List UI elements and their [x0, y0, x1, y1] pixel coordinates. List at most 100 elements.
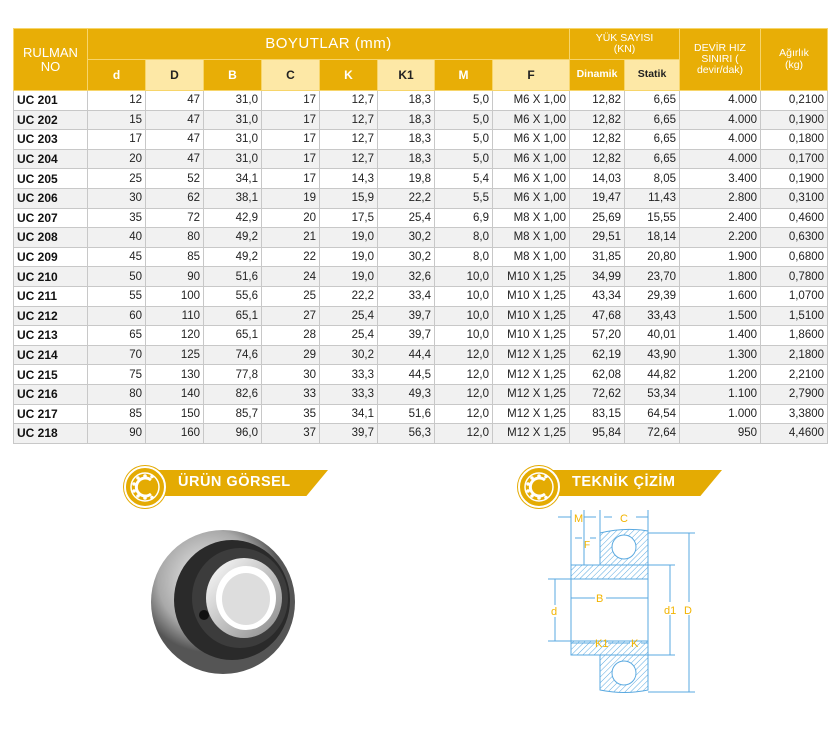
bearing-code: UC 215: [13, 364, 88, 385]
table-cell: 77,8: [203, 364, 262, 385]
table-cell: 20: [87, 148, 146, 170]
bearing-code: UC 207: [13, 207, 88, 229]
table-cell: 31,0: [203, 129, 262, 150]
label-C: C: [620, 513, 628, 525]
bearing-logo-icon: [124, 466, 166, 508]
header-dinamik: Dinamik: [569, 59, 625, 91]
table-cell: 17: [261, 109, 320, 131]
table-cell: 43,34: [569, 285, 625, 307]
label-M: M: [574, 513, 583, 525]
table-cell: 5,0: [434, 129, 493, 150]
table-cell: 6,65: [623, 129, 681, 150]
table-cell: 2.800: [679, 187, 762, 209]
table-cell: 35: [261, 403, 320, 425]
table-cell: 24: [261, 266, 320, 287]
table-cell: 40,01: [623, 325, 681, 346]
table-cell: 6,65: [623, 148, 681, 170]
table-cell: 1.300: [679, 344, 762, 366]
table-cell: 15,9: [319, 187, 378, 209]
table-cell: 51,6: [377, 403, 435, 425]
table-cell: 0,2100: [760, 90, 829, 111]
table-cell: 44,82: [623, 364, 681, 385]
table-cell: 19,47: [569, 187, 625, 209]
table-row: UC 212 60 110 65,1 27 25,4 39,7 10,0 M10 X 1,25 4…: [13, 305, 829, 327]
table-cell: 5,0: [434, 109, 493, 131]
table-cell: 34,1: [203, 168, 262, 189]
table-cell: 33,3: [319, 364, 378, 385]
table-cell: 11,43: [623, 187, 681, 209]
table-cell: 39,7: [319, 423, 378, 444]
section-product-image-title: ÜRÜN GÖRSEL: [178, 474, 291, 490]
table-cell: 29,39: [623, 285, 681, 307]
table-cell: M6 X 1,00: [492, 129, 570, 150]
table-row: UC 202 15 47 31,0 17 12,7 18,3 5,0 M6 X 1,00 12,8…: [13, 109, 829, 131]
table-cell: 53,34: [623, 383, 681, 405]
table-cell: 0,6800: [760, 246, 829, 268]
table-cell: 10,0: [434, 325, 493, 346]
table-cell: 19,0: [319, 227, 378, 248]
table-cell: 80: [145, 227, 204, 248]
table-cell: 12,0: [434, 383, 493, 405]
table-cell: 150: [145, 403, 204, 425]
table-cell: 39,7: [377, 325, 435, 346]
label-F: F: [584, 540, 590, 551]
table-cell: 82,6: [203, 383, 262, 405]
table-cell: 1.000: [679, 403, 762, 425]
table-cell: 18,3: [377, 148, 435, 170]
table-cell: 72,62: [569, 383, 625, 405]
table-cell: 25,4: [319, 305, 378, 327]
table-cell: 25,4: [377, 207, 435, 229]
table-cell: 0,3100: [760, 187, 829, 209]
bearing-code: UC 202: [13, 109, 88, 131]
bearing-code: UC 217: [13, 403, 88, 425]
table-cell: 42,9: [203, 207, 262, 229]
table-cell: 57,20: [569, 325, 625, 346]
table-cell: 29,51: [569, 227, 625, 248]
table-cell: 130: [145, 364, 204, 385]
table-cell: 75: [87, 364, 146, 385]
table-cell: 1.800: [679, 266, 762, 287]
label-d: d: [551, 606, 557, 618]
table-cell: 1.600: [679, 285, 762, 307]
table-cell: 37: [261, 423, 320, 444]
table-cell: 17: [261, 148, 320, 170]
table-cell: 5,0: [434, 148, 493, 170]
table-cell: 12,82: [569, 129, 625, 150]
table-cell: 12: [87, 90, 146, 111]
table-cell: 10,0: [434, 266, 493, 287]
table-cell: 0,7800: [760, 266, 829, 287]
table-cell: 110: [145, 305, 204, 327]
table-cell: 22,2: [319, 285, 378, 307]
table-cell: 62,19: [569, 344, 625, 366]
table-cell: 18,3: [377, 129, 435, 150]
table-cell: 12,82: [569, 148, 625, 170]
table-cell: 40: [87, 227, 146, 248]
table-cell: 17: [87, 129, 146, 150]
header-col-k1: K1: [377, 59, 435, 91]
table-cell: 90: [87, 423, 146, 444]
table-cell: 17: [261, 90, 320, 111]
table-cell: 49,2: [203, 246, 262, 268]
label-K1: K1: [595, 638, 608, 650]
table-cell: 1.900: [679, 246, 762, 268]
table-row: UC 210 50 90 51,6 24 19,0 32,6 10,0 M10 X 1,25 34…: [13, 266, 829, 287]
section-technical-drawing-title: TEKNİK ÇİZİM: [572, 474, 676, 490]
table-cell: M10 X 1,25: [492, 305, 570, 327]
table-cell: 55,6: [203, 285, 262, 307]
table-cell: 2,1800: [760, 344, 829, 366]
table-cell: 62,08: [569, 364, 625, 385]
table-cell: 31,0: [203, 109, 262, 131]
table-cell: 8,0: [434, 227, 493, 248]
table-cell: 12,82: [569, 90, 625, 111]
table-cell: 25,4: [319, 325, 378, 346]
table-row: UC 216 80 140 82,6 33 33,3 49,3 12,0 M12 X 1,25 7…: [13, 383, 829, 405]
bearing-code: UC 208: [13, 227, 88, 248]
table-cell: 30: [87, 187, 146, 209]
table-cell: 20: [261, 207, 320, 229]
table-cell: 12,0: [434, 423, 493, 444]
table-cell: 20,80: [623, 246, 681, 268]
product-bearing-image: [151, 530, 295, 674]
table-row: UC 215 75 130 77,8 30 33,3 44,5 12,0 M12 X 1,25 6…: [13, 364, 829, 385]
bearing-code: UC 218: [13, 423, 88, 444]
table-cell: 5,4: [434, 168, 493, 189]
